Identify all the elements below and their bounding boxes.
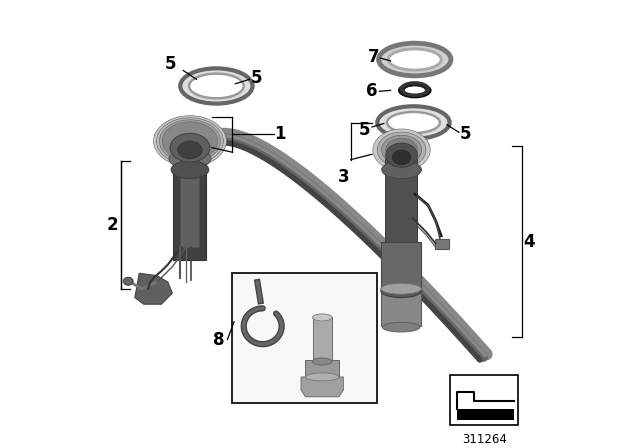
Bar bbox=[180, 159, 199, 247]
Ellipse shape bbox=[377, 132, 426, 168]
Text: 8: 8 bbox=[213, 332, 225, 349]
Text: 5: 5 bbox=[460, 125, 471, 143]
Text: 311264: 311264 bbox=[462, 433, 507, 446]
Ellipse shape bbox=[178, 141, 202, 159]
Ellipse shape bbox=[312, 358, 332, 365]
Bar bbox=[385, 148, 417, 247]
Text: 3: 3 bbox=[337, 168, 349, 186]
Ellipse shape bbox=[124, 277, 133, 285]
Text: 5: 5 bbox=[358, 121, 370, 138]
Ellipse shape bbox=[163, 122, 218, 160]
Bar bbox=[312, 318, 332, 362]
Ellipse shape bbox=[379, 43, 451, 76]
Text: 6: 6 bbox=[366, 82, 378, 100]
Ellipse shape bbox=[386, 143, 417, 167]
Ellipse shape bbox=[381, 284, 421, 297]
Ellipse shape bbox=[159, 120, 221, 162]
Polygon shape bbox=[135, 273, 172, 304]
Ellipse shape bbox=[382, 322, 420, 332]
Ellipse shape bbox=[172, 161, 209, 179]
Ellipse shape bbox=[180, 69, 253, 103]
Ellipse shape bbox=[387, 112, 440, 133]
Ellipse shape bbox=[392, 150, 411, 165]
Text: 1: 1 bbox=[274, 125, 285, 143]
Ellipse shape bbox=[381, 135, 422, 164]
Ellipse shape bbox=[404, 86, 426, 95]
Ellipse shape bbox=[305, 373, 339, 381]
Text: 4: 4 bbox=[523, 233, 535, 251]
Bar bbox=[450, 375, 518, 426]
Ellipse shape bbox=[381, 283, 421, 294]
Bar bbox=[457, 409, 514, 420]
Polygon shape bbox=[301, 377, 344, 397]
Bar bbox=[381, 242, 421, 291]
Text: 7: 7 bbox=[367, 48, 379, 66]
Text: 5: 5 bbox=[251, 69, 262, 87]
Ellipse shape bbox=[312, 314, 332, 321]
Bar bbox=[435, 239, 449, 249]
Text: 5: 5 bbox=[164, 56, 176, 73]
Bar bbox=[381, 289, 421, 326]
Ellipse shape bbox=[381, 161, 421, 179]
Bar bbox=[232, 273, 378, 403]
Ellipse shape bbox=[388, 49, 441, 70]
Text: 2: 2 bbox=[107, 216, 118, 234]
Bar bbox=[173, 146, 206, 260]
Ellipse shape bbox=[378, 106, 450, 139]
Ellipse shape bbox=[170, 134, 210, 162]
Ellipse shape bbox=[386, 138, 417, 161]
Ellipse shape bbox=[399, 83, 431, 98]
Ellipse shape bbox=[169, 149, 211, 168]
Ellipse shape bbox=[157, 118, 223, 164]
Ellipse shape bbox=[154, 116, 227, 166]
Bar bbox=[305, 360, 339, 377]
Ellipse shape bbox=[373, 129, 430, 171]
Ellipse shape bbox=[189, 73, 244, 98]
